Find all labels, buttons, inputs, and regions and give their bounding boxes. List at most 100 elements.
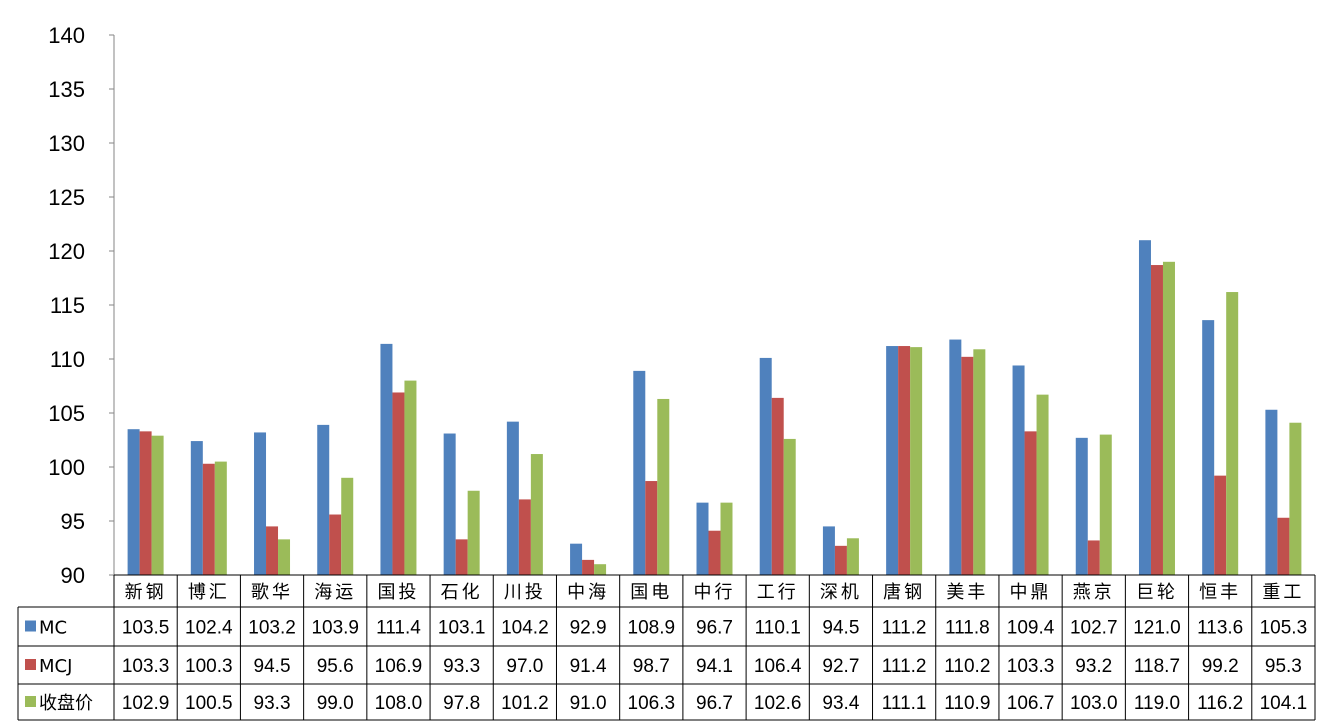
category-label: 国投 xyxy=(377,582,419,603)
legend-label: 收盘价 xyxy=(39,693,93,714)
bar-收盘价-川投 xyxy=(530,454,543,575)
data-label: 92.7 xyxy=(822,656,859,677)
legend-label: MCJ xyxy=(39,656,72,677)
data-label: 113.6 xyxy=(1197,618,1243,639)
bar-MCJ-博汇 xyxy=(202,463,215,575)
category-label: 唐钢 xyxy=(883,582,925,603)
bar-MC-新钢 xyxy=(127,429,140,575)
bar-MCJ-巨轮 xyxy=(1150,265,1163,575)
bar-收盘价-唐钢 xyxy=(910,347,923,575)
category-label: 新钢 xyxy=(125,582,167,603)
y-tick-label: 120 xyxy=(48,239,85,264)
data-label: 91.0 xyxy=(570,693,607,714)
data-label: 111.8 xyxy=(945,618,990,639)
bar-MC-中鼎 xyxy=(1012,365,1025,575)
bar-收盘价-重工 xyxy=(1289,422,1302,575)
bar-收盘价-燕京 xyxy=(1099,434,1112,575)
y-tick-label: 115 xyxy=(50,293,85,318)
bar-收盘价-中鼎 xyxy=(1036,394,1049,575)
data-label: 103.2 xyxy=(248,618,296,639)
data-label: 103.1 xyxy=(438,618,486,639)
legend-key-MCJ xyxy=(25,659,36,670)
y-tick-label: 140 xyxy=(48,23,85,48)
data-label: 106.7 xyxy=(1007,693,1055,714)
data-label: 103.3 xyxy=(122,656,170,677)
data-label: 102.6 xyxy=(754,693,802,714)
category-label: 歌华 xyxy=(251,582,293,603)
data-label: 121.0 xyxy=(1133,618,1181,639)
bar-收盘价-深机 xyxy=(846,538,859,575)
bar-MCJ-深机 xyxy=(834,545,847,575)
data-label: 97.0 xyxy=(506,656,543,677)
data-label: 110.9 xyxy=(944,693,990,714)
bar-MC-川投 xyxy=(506,421,519,575)
data-label: 96.7 xyxy=(696,693,733,714)
category-label: 中海 xyxy=(567,582,609,603)
data-label: 93.3 xyxy=(443,656,480,677)
bar-收盘价-国电 xyxy=(657,398,670,575)
bar-收盘价-国投 xyxy=(404,380,417,575)
y-tick-label: 90 xyxy=(61,563,85,588)
data-label: 119.0 xyxy=(1134,693,1180,714)
bar-MCJ-美丰 xyxy=(961,356,974,575)
bar-MC-重工 xyxy=(1265,409,1278,575)
bar-收盘价-美丰 xyxy=(973,349,986,575)
bar-MC-恒丰 xyxy=(1202,320,1215,575)
bar-MC-深机 xyxy=(822,526,835,575)
bar-MCJ-恒丰 xyxy=(1214,475,1227,575)
data-label: 105.3 xyxy=(1260,618,1308,639)
bar-MCJ-燕京 xyxy=(1087,540,1100,575)
data-label: 94.5 xyxy=(254,656,291,677)
data-label: 104.1 xyxy=(1260,693,1308,714)
bar-收盘价-中行 xyxy=(720,502,733,575)
data-label: 108.0 xyxy=(375,693,423,714)
data-label: 111.1 xyxy=(882,693,927,714)
data-label: 95.3 xyxy=(1265,656,1302,677)
bar-MCJ-海运 xyxy=(329,514,342,575)
data-label: 104.2 xyxy=(501,618,549,639)
data-label: 93.4 xyxy=(822,693,859,714)
data-label: 100.5 xyxy=(185,693,233,714)
bar-收盘价-歌华 xyxy=(278,539,291,575)
data-label: 103.3 xyxy=(1007,656,1055,677)
data-label: 100.3 xyxy=(185,656,233,677)
data-label: 102.9 xyxy=(122,693,170,714)
category-label: 中鼎 xyxy=(1010,582,1052,603)
bar-MC-博汇 xyxy=(190,441,203,575)
data-label: 93.2 xyxy=(1075,656,1112,677)
data-label: 94.1 xyxy=(696,656,733,677)
data-label: 110.2 xyxy=(944,656,990,677)
bar-收盘价-中海 xyxy=(594,564,607,575)
category-label: 海运 xyxy=(314,582,356,603)
bar-MCJ-中鼎 xyxy=(1024,431,1037,575)
bar-收盘价-海运 xyxy=(341,477,354,575)
data-label: 111.2 xyxy=(882,656,927,677)
data-label: 98.7 xyxy=(633,656,670,677)
bar-收盘价-巨轮 xyxy=(1162,261,1175,575)
data-label: 103.0 xyxy=(1070,693,1118,714)
y-tick-label: 130 xyxy=(48,131,85,156)
bar-收盘价-石化 xyxy=(467,490,480,575)
data-table: 新钢 博汇 歌华 海运 国投 石化 川投 中海 国电 中行 工行 深机 唐钢 美丰 中鼎 燕京 巨轮 恒丰 重工 MC… xyxy=(17,574,1316,721)
category-label: 巨轮 xyxy=(1136,582,1178,603)
category-label: 川投 xyxy=(504,582,546,603)
bar-MCJ-川投 xyxy=(518,499,531,575)
data-label: 106.9 xyxy=(375,656,423,677)
bar-MCJ-歌华 xyxy=(266,526,279,575)
y-tick-label: 125 xyxy=(48,185,85,210)
data-label: 103.9 xyxy=(311,618,359,639)
data-label: 91.4 xyxy=(570,656,607,677)
data-label: 99.0 xyxy=(317,693,354,714)
bar-收盘价-恒丰 xyxy=(1226,292,1239,575)
bar-MC-国电 xyxy=(633,370,646,575)
data-label: 93.3 xyxy=(254,693,291,714)
category-label: 博汇 xyxy=(188,582,230,603)
bar-MC-中海 xyxy=(570,543,583,575)
data-label: 110.1 xyxy=(755,618,801,639)
category-label: 石化 xyxy=(441,582,483,603)
bar-MCJ-中行 xyxy=(708,530,721,575)
data-label: 97.8 xyxy=(443,693,480,714)
bar-MC-工行 xyxy=(759,357,772,575)
y-tick-label: 110 xyxy=(50,347,85,372)
